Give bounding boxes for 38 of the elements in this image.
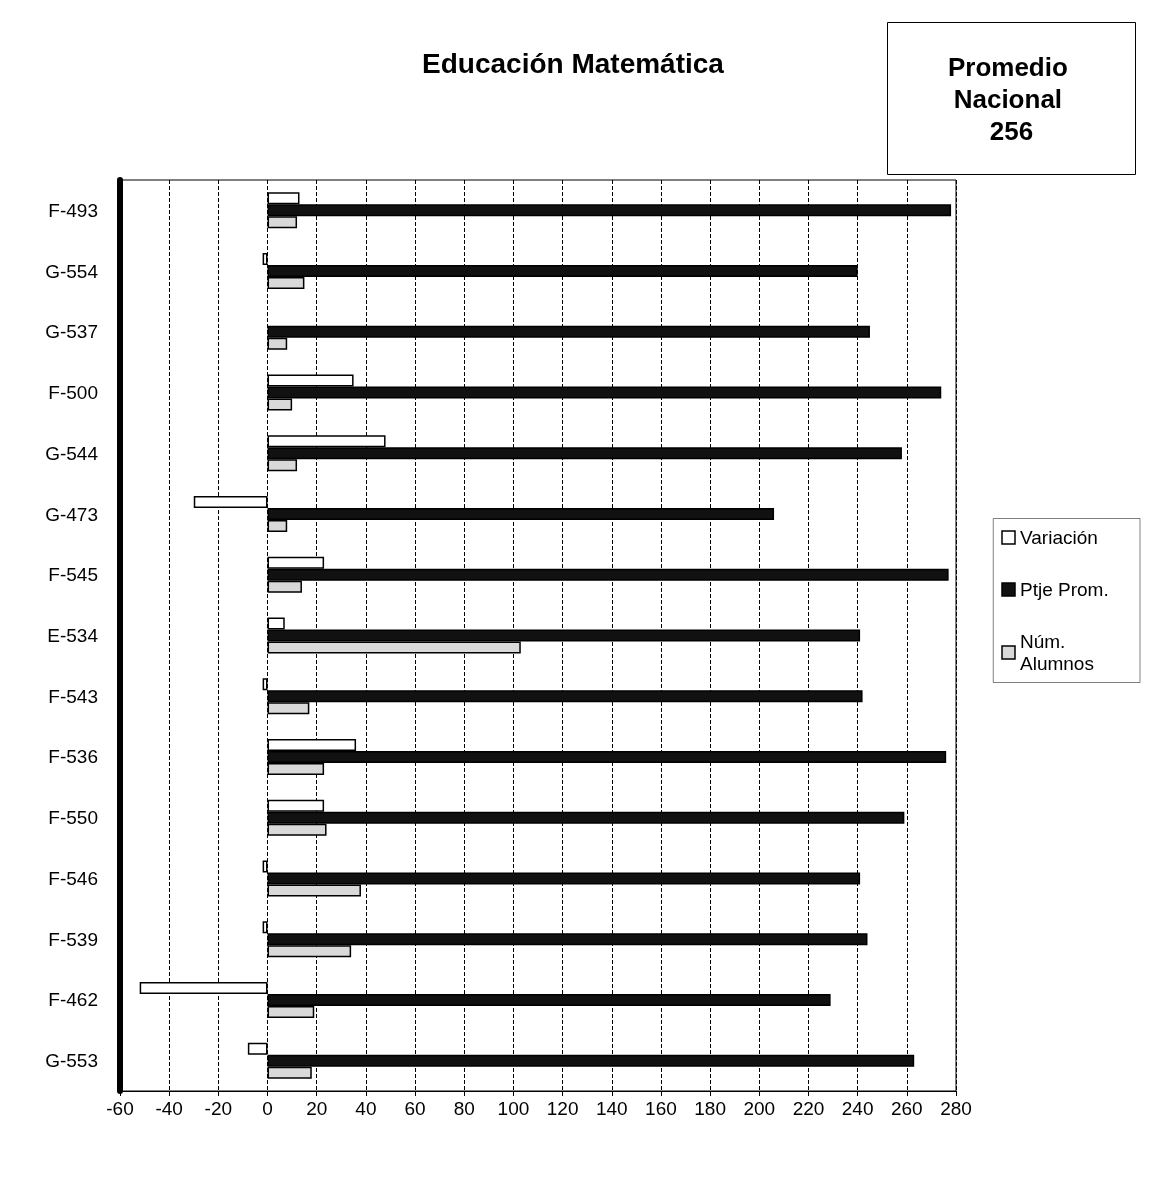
text: Promedio Nacional 256 — [947, 51, 1076, 146]
x-tick-label: 0 — [262, 1098, 273, 1119]
x-tick-label: 180 — [694, 1098, 726, 1119]
x-tick-label: 260 — [890, 1098, 923, 1119]
x-tick-label: 160 — [645, 1098, 677, 1119]
x-tick-label: -60 — [106, 1098, 134, 1119]
x-tick-label: 20 — [306, 1098, 328, 1119]
y-tick-label: F-493 — [48, 199, 98, 221]
y-tick-label: F-550 — [48, 807, 98, 829]
legend-label: Variación — [1020, 527, 1098, 548]
chart-title: Educación Matemática — [422, 47, 725, 79]
y-tick-label: F-545 — [48, 564, 98, 586]
y-tick-label: G-473 — [45, 503, 98, 525]
x-tick-label: 280 — [940, 1098, 972, 1119]
y-tick-label: G-554 — [45, 260, 99, 282]
x-tick-label: 140 — [595, 1098, 628, 1119]
x-tick-label: 60 — [404, 1098, 426, 1119]
y-tick-label: F-500 — [48, 382, 98, 404]
x-tick-label: -20 — [204, 1098, 233, 1119]
y-tick-label: F-543 — [48, 685, 98, 707]
x-tick-label: 80 — [453, 1098, 475, 1119]
legend-label: Núm. Alumnos — [1020, 631, 1094, 674]
x-tick-label: 120 — [546, 1098, 579, 1119]
y-tick-label: F-536 — [48, 746, 98, 768]
y-tick-label: F-462 — [48, 989, 98, 1011]
x-tick-label: 200 — [743, 1098, 776, 1119]
x-tick-label: -40 — [155, 1098, 183, 1119]
x-tick-label: 240 — [841, 1098, 874, 1119]
y-tick-label: F-539 — [48, 928, 98, 950]
legend-label: Ptje Prom. — [1020, 579, 1109, 600]
x-tick-label: 220 — [792, 1098, 825, 1119]
y-tick-label: E-534 — [47, 625, 99, 646]
y-tick-label: G-537 — [45, 321, 98, 343]
x-tick-label: 100 — [497, 1098, 530, 1119]
y-tick-label: G-544 — [45, 442, 99, 464]
y-tick-label: G-553 — [45, 1050, 98, 1072]
x-tick-label: 40 — [355, 1098, 377, 1119]
y-tick-label: F-546 — [48, 867, 98, 889]
